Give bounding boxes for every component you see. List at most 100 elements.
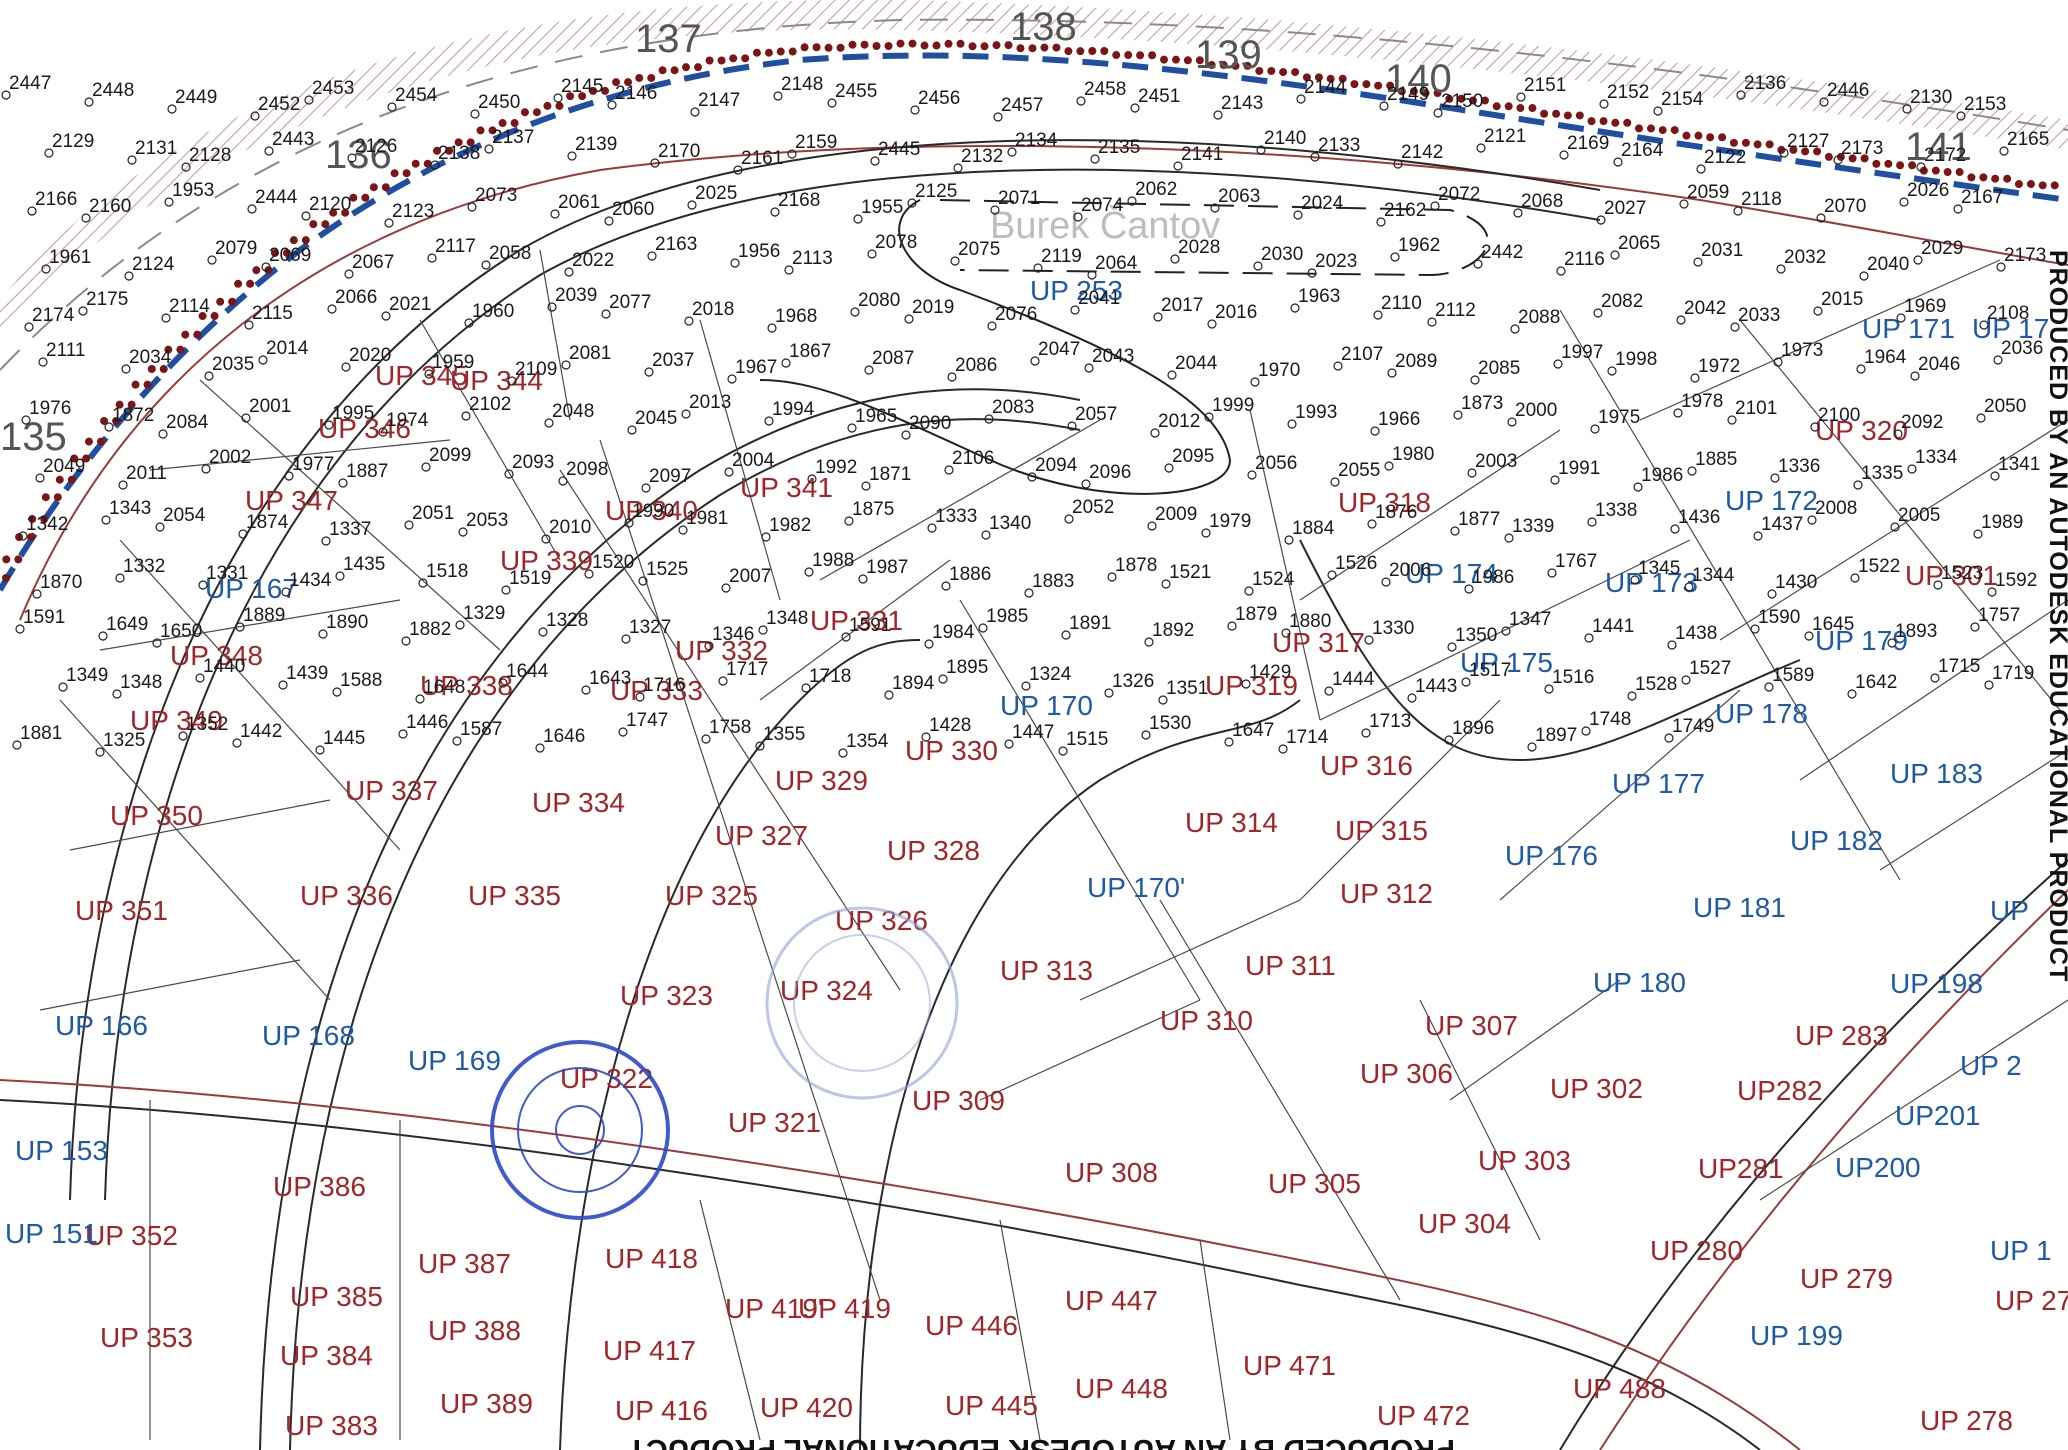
survey-point-marker[interactable] xyxy=(98,631,108,641)
parcel-label[interactable]: UP 172 xyxy=(1725,485,1818,516)
survey-point-marker[interactable] xyxy=(1547,568,1557,578)
parcel-label[interactable]: UP 384 xyxy=(280,1340,373,1371)
survey-point-marker[interactable] xyxy=(984,414,994,424)
survey-point-marker[interactable] xyxy=(1999,146,2009,156)
survey-point-marker[interactable] xyxy=(401,636,411,646)
survey-point-marker[interactable] xyxy=(1916,162,1926,172)
survey-point-marker[interactable] xyxy=(1376,217,1386,227)
parcel-label[interactable]: UP 418 xyxy=(605,1243,698,1274)
parcel-label[interactable]: UP 351 xyxy=(75,895,168,926)
survey-point-marker[interactable] xyxy=(884,690,894,700)
parcel-label[interactable]: UP 303 xyxy=(1478,1145,1571,1176)
parcel-label[interactable]: UP 175 xyxy=(1460,647,1553,678)
parcel-label[interactable]: UP 280 xyxy=(1650,1235,1743,1266)
parcel-label[interactable]: UP 331 xyxy=(810,605,903,636)
survey-point-marker[interactable] xyxy=(1307,268,1317,278)
survey-point-marker[interactable] xyxy=(1064,514,1074,524)
parcel-label[interactable]: UP 388 xyxy=(428,1315,521,1346)
survey-point-marker[interactable] xyxy=(155,522,165,532)
survey-point-marker[interactable] xyxy=(1407,693,1417,703)
survey-point-marker[interactable] xyxy=(1147,521,1157,531)
parcel-label[interactable]: UP 332 xyxy=(675,635,768,666)
parcel-label[interactable]: UP 321 xyxy=(728,1107,821,1138)
survey-point-marker[interactable] xyxy=(755,741,765,751)
survey-point-marker[interactable] xyxy=(647,251,657,261)
survey-point-marker[interactable] xyxy=(1150,428,1160,438)
survey-point-marker[interactable] xyxy=(1161,579,1171,589)
survey-point-marker[interactable] xyxy=(947,372,957,382)
survey-point-marker[interactable] xyxy=(724,467,734,477)
survey-point-marker[interactable] xyxy=(1461,677,1471,687)
survey-point-marker[interactable] xyxy=(1058,746,1068,756)
survey-point-marker[interactable] xyxy=(115,573,125,583)
survey-point-marker[interactable] xyxy=(1290,303,1300,313)
survey-point-marker[interactable] xyxy=(1293,210,1303,220)
survey-point-marker[interactable] xyxy=(344,269,354,279)
survey-point-marker[interactable] xyxy=(861,481,871,491)
parcel-label[interactable]: UP 448 xyxy=(1075,1373,1168,1404)
survey-point-marker[interactable] xyxy=(1327,570,1337,580)
parcel-label[interactable]: UP 315 xyxy=(1335,815,1428,846)
survey-point-marker[interactable] xyxy=(1996,262,2006,272)
parcel-label[interactable]: UP 180 xyxy=(1593,967,1686,998)
survey-point-marker[interactable] xyxy=(761,532,771,542)
parcel-label[interactable]: UP 316 xyxy=(1320,750,1413,781)
survey-point-marker[interactable] xyxy=(1333,361,1343,371)
survey-point-marker[interactable] xyxy=(1913,255,1923,265)
parcel-label[interactable]: UP 389 xyxy=(440,1388,533,1419)
survey-point-marker[interactable] xyxy=(1007,147,1017,157)
survey-point-marker[interactable] xyxy=(1973,529,1983,539)
survey-point-marker[interactable] xyxy=(1807,515,1817,525)
parcel-label[interactable]: UP 151 xyxy=(5,1218,98,1249)
survey-point-marker[interactable] xyxy=(773,91,783,101)
parcel-label[interactable]: UP 314 xyxy=(1185,807,1278,838)
survey-point-marker[interactable] xyxy=(1804,631,1814,641)
survey-point-marker[interactable] xyxy=(1544,684,1554,694)
survey-point-marker[interactable] xyxy=(950,256,960,266)
survey-point-marker[interactable] xyxy=(1907,464,1917,474)
survey-point-marker[interactable] xyxy=(1367,519,1377,529)
survey-point-marker[interactable] xyxy=(378,427,388,437)
parcel-label[interactable]: UP 386 xyxy=(273,1171,366,1202)
parcel-label[interactable]: UP 327 xyxy=(715,820,808,851)
parcel-label[interactable]: UP 328 xyxy=(887,835,980,866)
survey-point-marker[interactable] xyxy=(1856,364,1866,374)
survey-point-marker[interactable] xyxy=(1067,421,1077,431)
survey-point-marker[interactable] xyxy=(1213,110,1223,120)
survey-point-marker[interactable] xyxy=(204,371,214,381)
survey-point-marker[interactable] xyxy=(1210,203,1220,213)
survey-point-marker[interactable] xyxy=(195,673,205,683)
parcel-label[interactable]: UP 173 xyxy=(1605,567,1698,598)
survey-point-marker[interactable] xyxy=(1507,417,1517,427)
survey-point-marker[interactable] xyxy=(207,255,217,265)
parcel-label[interactable]: UP xyxy=(1990,895,2029,926)
survey-point-marker[interactable] xyxy=(1030,356,1040,366)
survey-point-marker[interactable] xyxy=(1501,626,1511,636)
survey-point-marker[interactable] xyxy=(1253,261,1263,271)
survey-point-marker[interactable] xyxy=(81,213,91,223)
survey-point-marker[interactable] xyxy=(1610,250,1620,260)
survey-point-marker[interactable] xyxy=(121,364,131,374)
survey-point-marker[interactable] xyxy=(627,425,637,435)
parcel-label[interactable]: UP 345 xyxy=(375,360,468,391)
survey-point-marker[interactable] xyxy=(1381,577,1391,587)
survey-point-marker[interactable] xyxy=(38,357,48,367)
parcel-label[interactable]: UP 337 xyxy=(345,775,438,806)
survey-point-marker[interactable] xyxy=(1427,317,1437,327)
survey-point-marker[interactable] xyxy=(684,316,694,326)
survey-point-marker[interactable] xyxy=(1816,213,1826,223)
survey-point-marker[interactable] xyxy=(167,104,177,114)
survey-point-marker[interactable] xyxy=(1256,145,1266,155)
survey-point-marker[interactable] xyxy=(1224,737,1234,747)
survey-point-marker[interactable] xyxy=(1910,371,1920,381)
parcel-label[interactable]: UP 308 xyxy=(1065,1157,1158,1188)
survey-point-marker[interactable] xyxy=(1679,199,1689,209)
survey-point-marker[interactable] xyxy=(1510,324,1520,334)
survey-point-marker[interactable] xyxy=(1379,101,1389,111)
survey-point-marker[interactable] xyxy=(281,587,291,597)
survey-point-marker[interactable] xyxy=(1993,355,2003,365)
survey-point-marker[interactable] xyxy=(1667,640,1677,650)
survey-point-marker[interactable] xyxy=(544,418,554,428)
survey-point-marker[interactable] xyxy=(1976,413,1986,423)
survey-point-marker[interactable] xyxy=(1813,306,1823,316)
